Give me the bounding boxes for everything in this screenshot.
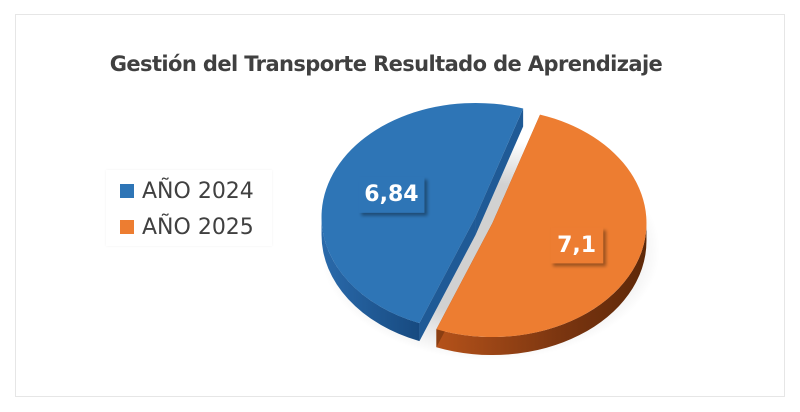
slice-cut-face <box>419 216 476 342</box>
data-label-text: 7,1 <box>557 233 596 258</box>
chart-title: Gestión del Transporte Resultado de Apre… <box>109 52 663 76</box>
legend-swatch-2025 <box>120 220 134 234</box>
slice-side-año-2025 <box>436 223 647 356</box>
data-label-año-2025: 7,1 <box>550 227 604 264</box>
legend-swatch-2024 <box>120 184 134 198</box>
slice-año-2025 <box>436 114 647 338</box>
slice-cut-face <box>475 108 524 235</box>
legend-item-2024: AÑO 2024 <box>120 176 254 206</box>
data-label-box <box>550 227 604 264</box>
legend: AÑO 2024 AÑO 2025 <box>106 170 272 246</box>
slice-año-2024 <box>321 102 524 324</box>
legend-label-2024: AÑO 2024 <box>142 178 254 204</box>
data-label-año-2024: 6,84 <box>358 176 425 213</box>
data-label-text: 6,84 <box>364 182 418 207</box>
legend-item-2025: AÑO 2025 <box>120 212 254 242</box>
legend-label-2025: AÑO 2025 <box>142 214 254 240</box>
data-label-box <box>358 176 425 213</box>
slice-side-año-2024 <box>321 216 420 342</box>
